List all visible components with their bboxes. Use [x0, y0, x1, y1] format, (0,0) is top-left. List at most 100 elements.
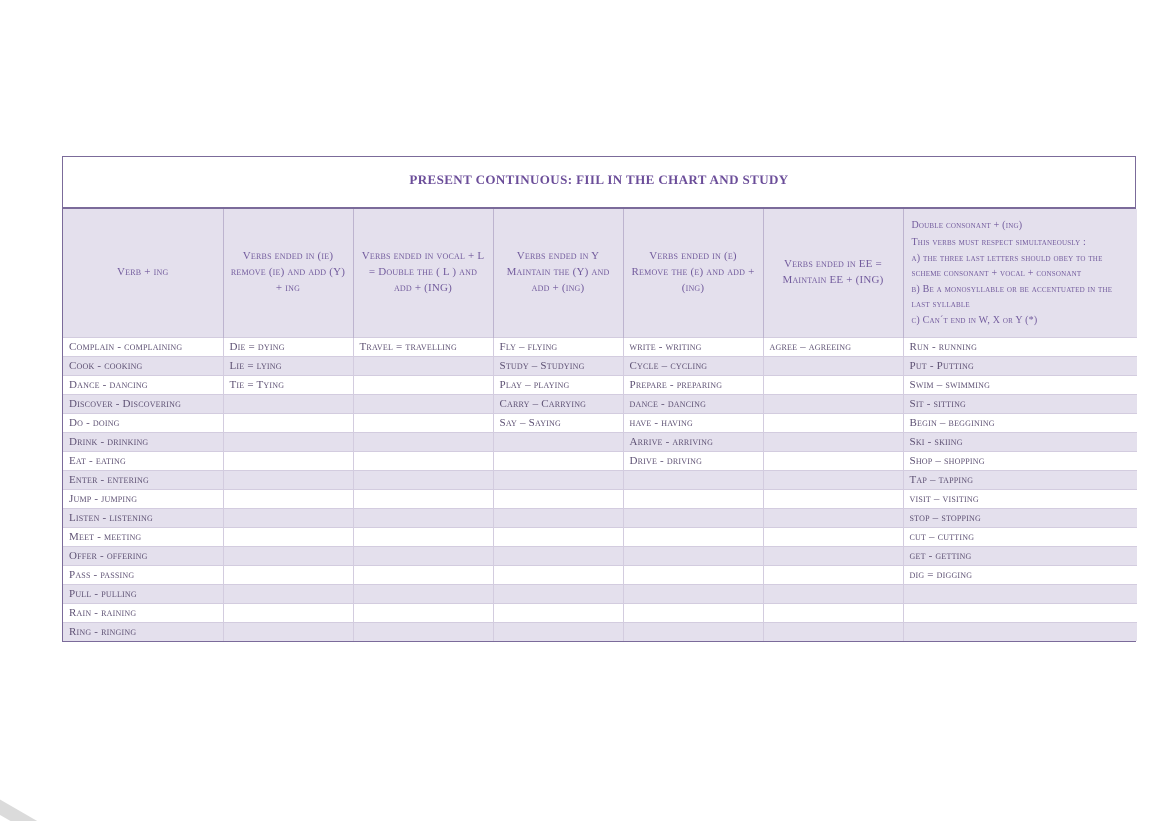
table-cell: Listen - listening	[63, 508, 223, 527]
table-row: Dance - dancingTie = Tying Play – playing…	[63, 375, 1137, 394]
table-cell	[493, 451, 623, 470]
col-header-text: Verbs ended in Y Maintain the (Y) and ad…	[500, 249, 617, 297]
table-cell	[903, 584, 1137, 603]
table-cell	[353, 413, 493, 432]
table-cell	[763, 603, 903, 622]
table-cell	[763, 546, 903, 565]
col-header-text: Verbs ended in EE = Maintain EE + (ING)	[770, 257, 897, 289]
col-header-text: Verbs ended in vocal + L = Double the ( …	[360, 249, 487, 297]
table-cell	[763, 565, 903, 584]
table-cell	[223, 451, 353, 470]
table-row: Jump - jumping visit – visiting	[63, 489, 1137, 508]
table-cell: dig = digging	[903, 565, 1137, 584]
table-cell	[223, 584, 353, 603]
col-header-text: Verbs ended in (ie) remove (ie) and add …	[230, 249, 347, 297]
table-cell	[763, 356, 903, 375]
col-header: Verbs ended in EE = Maintain EE + (ING)	[763, 209, 903, 337]
table-cell	[763, 375, 903, 394]
table-cell: Dance - dancing	[63, 375, 223, 394]
table-cell: Cycle – cycling	[623, 356, 763, 375]
table-cell	[353, 451, 493, 470]
table-cell: Ring - ringing	[63, 622, 223, 641]
table-cell	[623, 489, 763, 508]
table-row: Discover - DiscoveringCarry – Carryingda…	[63, 394, 1137, 413]
table-cell: Enter - entering	[63, 470, 223, 489]
table-row: Rain - raining	[63, 603, 1137, 622]
table-head: Verb + ing Verbs ended in (ie) remove (i…	[63, 209, 1137, 337]
table-cell	[623, 603, 763, 622]
table-cell: visit – visiting	[903, 489, 1137, 508]
table-cell	[763, 451, 903, 470]
table-cell: get - getting	[903, 546, 1137, 565]
table-cell: agree – agreeing	[763, 337, 903, 356]
col-header: Verbs ended in (ie) remove (ie) and add …	[223, 209, 353, 337]
table-cell	[353, 508, 493, 527]
col-header-text: Verb + ing	[69, 265, 217, 281]
table-cell	[623, 622, 763, 641]
table-cell: Put - Putting	[903, 356, 1137, 375]
table-cell	[353, 470, 493, 489]
table-row: Complain - complainingDie = dyingTravel …	[63, 337, 1137, 356]
table-cell	[353, 546, 493, 565]
table-cell: Carry – Carrying	[493, 394, 623, 413]
col-header: Verbs ended in vocal + L = Double the ( …	[353, 209, 493, 337]
table-cell	[353, 603, 493, 622]
table-cell: Study – Studying	[493, 356, 623, 375]
table-cell: Eat - eating	[63, 451, 223, 470]
col-header: Verbs ended in Y Maintain the (Y) and ad…	[493, 209, 623, 337]
table-cell: Drive - driving	[623, 451, 763, 470]
table-cell: Cook - cooking	[63, 356, 223, 375]
worksheet-sheet: PRESENT CONTINUOUS: FIIL IN THE CHART AN…	[62, 156, 1136, 642]
col-header-line: b) Be a monosyllable or be accentuated i…	[912, 283, 1130, 312]
table-cell: Swim – swimming	[903, 375, 1137, 394]
table-cell	[353, 565, 493, 584]
table-cell	[223, 413, 353, 432]
table-cell	[223, 603, 353, 622]
table-cell: Lie = lying	[223, 356, 353, 375]
table-row: Do - doingSay – Sayinghave - havingBegin…	[63, 413, 1137, 432]
table-cell	[493, 546, 623, 565]
table-cell: Sit - sitting	[903, 394, 1137, 413]
table-cell: Ski - skiing	[903, 432, 1137, 451]
table-cell	[493, 584, 623, 603]
table-row: Drink - drinking Arrive - arriving Ski - s…	[63, 432, 1137, 451]
table-cell	[223, 432, 353, 451]
table-cell: Begin – beggining	[903, 413, 1137, 432]
table-cell	[223, 565, 353, 584]
col-header-line: a) the three last letters should obey to…	[912, 252, 1130, 281]
table-cell	[353, 356, 493, 375]
table-cell	[493, 508, 623, 527]
table-row: Pull - pulling	[63, 584, 1137, 603]
table-cell	[623, 546, 763, 565]
col-header-line: c) Can´t end in W, X or Y (*)	[912, 314, 1130, 329]
table-cell	[223, 527, 353, 546]
table-cell	[763, 489, 903, 508]
table-cell	[223, 622, 353, 641]
table-cell	[903, 603, 1137, 622]
table-cell	[223, 489, 353, 508]
table-cell	[493, 527, 623, 546]
col-header-line: Double consonant + (ing)	[912, 219, 1130, 234]
table-cell: Offer - offering	[63, 546, 223, 565]
table-cell	[353, 584, 493, 603]
table-cell	[493, 470, 623, 489]
table-cell: Tap – tapping	[903, 470, 1137, 489]
table-cell	[353, 622, 493, 641]
table-cell: Tie = Tying	[223, 375, 353, 394]
table-cell: Arrive - arriving	[623, 432, 763, 451]
table-cell: Prepare - preparing	[623, 375, 763, 394]
table-cell: Play – playing	[493, 375, 623, 394]
table-cell: Pull - pulling	[63, 584, 223, 603]
table-cell	[493, 432, 623, 451]
table-cell	[763, 413, 903, 432]
table-cell: Jump - jumping	[63, 489, 223, 508]
verb-chart-table: Verb + ing Verbs ended in (ie) remove (i…	[63, 209, 1137, 641]
table-row: Listen - listeningstop – stopping	[63, 508, 1137, 527]
table-cell: Do - doing	[63, 413, 223, 432]
table-cell: Fly – flying	[493, 337, 623, 356]
table-body: Complain - complainingDie = dyingTravel …	[63, 337, 1137, 641]
table-cell	[623, 584, 763, 603]
table-cell: Travel = travelling	[353, 337, 493, 356]
table-cell: Drink - drinking	[63, 432, 223, 451]
table-cell	[763, 470, 903, 489]
